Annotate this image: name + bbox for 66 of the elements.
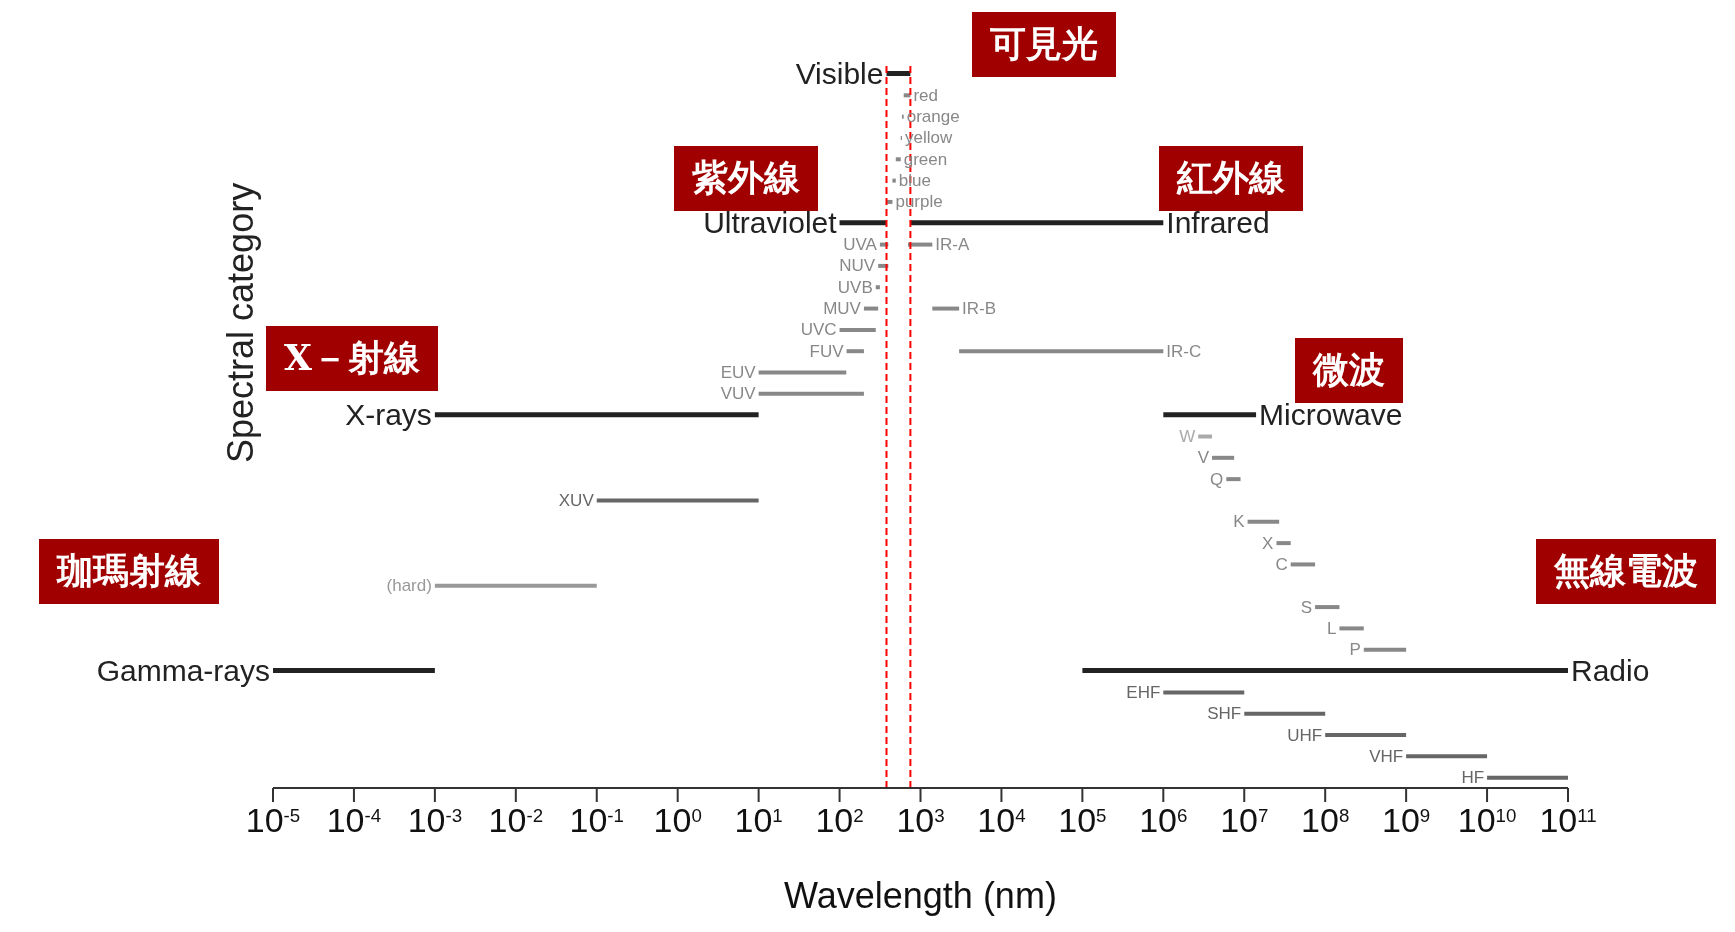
series-label: UVA xyxy=(843,235,878,255)
series-label: W xyxy=(1179,427,1196,446)
x-tick-label: 10$^{5}$ xyxy=(1058,801,1107,839)
annotation: 可見光 xyxy=(972,12,1116,77)
series-label: UVB xyxy=(837,277,873,297)
annotation: 無線電波 xyxy=(1536,539,1716,604)
series-label: IR-B xyxy=(962,299,997,319)
x-tick-label: 10$^{2}$ xyxy=(815,801,864,839)
series-label: Infrared xyxy=(1166,206,1270,240)
series-label: UHF xyxy=(1287,725,1323,745)
series-label: EHF xyxy=(1126,682,1161,702)
series-label: V xyxy=(1197,448,1210,468)
x-tick-label: 10$^{7}$ xyxy=(1220,801,1269,839)
series-label: P xyxy=(1349,640,1361,660)
series-label: C xyxy=(1275,554,1288,574)
series-label: Radio xyxy=(1571,654,1650,688)
series-label: EUV xyxy=(720,363,757,383)
x-tick-label: 10$^{0}$ xyxy=(653,801,702,839)
y-axis-title: Spectral category xyxy=(220,182,262,463)
x-tick-label: 10$^{9}$ xyxy=(1382,801,1431,839)
x-tick-label: 10$^{3}$ xyxy=(896,801,945,839)
series-label: X xyxy=(1262,533,1274,553)
annotation: 紅外線 xyxy=(1177,156,1285,198)
series-label: purple xyxy=(895,192,943,212)
series-label: NUV xyxy=(839,256,876,276)
series-label: VUV xyxy=(720,384,757,404)
series-label: Visible xyxy=(795,57,884,90)
series-label: FUV xyxy=(809,341,845,361)
x-tick-label: 10$^{-2}$ xyxy=(488,801,544,839)
x-axis-title: Wavelength (nm) xyxy=(784,875,1057,916)
series-label: HF xyxy=(1461,768,1485,788)
x-tick-label: 10$^{-3}$ xyxy=(407,801,463,839)
series-label: L xyxy=(1326,618,1337,638)
x-tick-label: 10$^{4}$ xyxy=(977,801,1026,839)
series-label: MUV xyxy=(823,299,862,319)
x-tick-label: 10$^{6}$ xyxy=(1139,801,1188,839)
series-label: K xyxy=(1233,512,1246,532)
series-label: Q xyxy=(1210,469,1224,489)
series-label: green xyxy=(903,149,948,169)
x-tick-label: 10$^{11}$ xyxy=(1539,801,1597,839)
series-label: VHF xyxy=(1369,746,1404,766)
annotation: 紫外線 xyxy=(692,156,800,198)
x-tick-label: 10$^{-4}$ xyxy=(326,801,382,839)
series-label: Ultraviolet xyxy=(703,206,838,240)
annotation: X－射線 xyxy=(266,326,438,391)
series-label: IR-C xyxy=(1166,341,1202,361)
series-label: Gamma-rays xyxy=(96,654,270,688)
x-tick-label: 10$^{8}$ xyxy=(1301,801,1350,839)
series-label: red xyxy=(913,85,938,105)
series-label: XUV xyxy=(558,490,595,510)
annotation: 微波 xyxy=(1313,348,1385,390)
series-label: IR-A xyxy=(935,235,970,255)
series-label: Microwave xyxy=(1259,398,1403,432)
series-label: yellow xyxy=(904,128,953,148)
series-label: (hard) xyxy=(386,576,432,596)
x-tick-label: 10$^{-5}$ xyxy=(245,801,301,839)
x-tick-label: 10$^{-1}$ xyxy=(569,801,624,839)
series-label: orange xyxy=(906,107,960,127)
x-tick-label: 10$^{10}$ xyxy=(1457,801,1517,839)
x-tick-label: 10$^{1}$ xyxy=(734,801,783,839)
series-label: SHF xyxy=(1207,704,1242,724)
series-label: UVC xyxy=(800,320,837,340)
series-label: blue xyxy=(898,171,931,191)
series-label: S xyxy=(1300,597,1313,617)
text: 珈瑪射線 xyxy=(39,539,219,604)
series-label: X-rays xyxy=(345,398,432,432)
